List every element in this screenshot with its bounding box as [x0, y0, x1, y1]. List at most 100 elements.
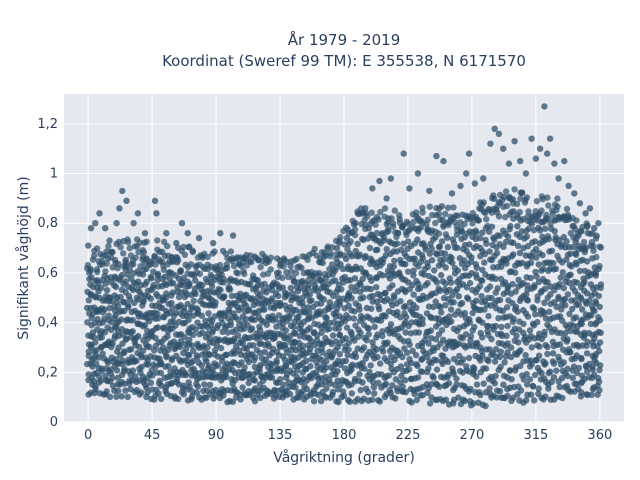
data-point	[199, 281, 206, 289]
data-point	[455, 293, 462, 300]
data-point	[500, 193, 508, 201]
data-point	[471, 180, 478, 187]
data-point	[583, 350, 591, 357]
data-point	[369, 339, 376, 346]
data-point	[387, 175, 395, 182]
data-point	[539, 308, 547, 315]
data-point	[393, 240, 401, 247]
data-point	[433, 366, 441, 373]
data-point	[169, 305, 176, 312]
data-point	[190, 331, 197, 338]
data-point	[332, 277, 339, 284]
data-point	[280, 263, 287, 270]
data-point	[351, 226, 359, 233]
data-point	[491, 380, 498, 387]
data-point	[438, 238, 446, 245]
data-point	[430, 303, 437, 311]
data-point	[293, 255, 300, 263]
data-point	[484, 322, 492, 330]
data-point	[487, 140, 494, 147]
data-point	[377, 360, 384, 367]
data-point	[201, 381, 208, 388]
data-point	[379, 272, 386, 279]
data-point	[542, 360, 549, 367]
data-point	[261, 348, 268, 356]
data-point	[516, 249, 524, 257]
data-point	[375, 303, 382, 310]
data-point	[517, 195, 524, 202]
data-point	[466, 279, 474, 287]
data-point	[290, 323, 297, 330]
data-point	[166, 275, 174, 282]
data-point	[373, 213, 381, 221]
data-point	[217, 344, 225, 352]
data-point	[261, 280, 268, 288]
data-point	[337, 261, 344, 268]
data-point	[574, 279, 581, 286]
data-point	[154, 324, 162, 331]
data-point	[590, 242, 597, 250]
data-point	[413, 304, 420, 311]
data-point	[517, 387, 525, 394]
data-point	[109, 340, 116, 347]
data-point	[444, 371, 452, 378]
data-point	[400, 150, 407, 157]
data-point	[404, 268, 412, 275]
data-point	[596, 317, 604, 324]
data-point	[446, 313, 453, 320]
data-point	[229, 398, 236, 405]
data-point	[254, 277, 261, 284]
data-point	[486, 248, 493, 255]
data-point	[189, 357, 197, 365]
data-point	[371, 323, 378, 330]
data-point	[309, 249, 316, 257]
data-point	[536, 145, 544, 152]
data-point	[494, 285, 501, 292]
data-point	[133, 357, 140, 364]
data-point	[245, 306, 253, 313]
data-point	[414, 170, 422, 177]
data-point	[282, 363, 290, 370]
data-point	[329, 332, 337, 339]
data-point	[424, 263, 432, 270]
data-point	[596, 387, 603, 394]
data-point	[263, 321, 270, 328]
data-point	[362, 252, 369, 260]
data-point	[373, 284, 380, 291]
data-point	[460, 356, 467, 363]
data-point	[285, 379, 292, 386]
data-point	[507, 367, 514, 374]
data-point	[467, 385, 474, 393]
data-point	[405, 238, 412, 245]
data-point	[503, 202, 511, 210]
data-point	[575, 301, 582, 308]
data-point	[559, 269, 566, 276]
data-point	[508, 376, 515, 383]
data-point	[597, 362, 604, 369]
data-point	[345, 339, 352, 347]
data-point	[90, 378, 98, 385]
data-point	[550, 374, 558, 381]
data-point	[384, 225, 392, 232]
data-point	[103, 287, 111, 294]
data-point	[532, 311, 539, 318]
data-point	[131, 373, 139, 380]
data-point	[177, 267, 184, 274]
data-point	[351, 275, 359, 282]
data-point	[450, 204, 457, 211]
data-point	[304, 256, 311, 263]
data-point	[454, 244, 461, 251]
data-point	[567, 327, 574, 335]
data-point	[287, 262, 294, 270]
data-point	[576, 267, 584, 275]
data-point	[536, 343, 543, 350]
data-point	[105, 312, 112, 319]
data-point	[500, 145, 507, 152]
y-tick-label: 0	[50, 415, 58, 430]
data-point	[193, 389, 201, 396]
data-point	[279, 274, 286, 281]
data-point	[192, 326, 199, 333]
data-point	[558, 374, 566, 382]
data-point	[448, 254, 455, 262]
data-point	[492, 322, 499, 330]
